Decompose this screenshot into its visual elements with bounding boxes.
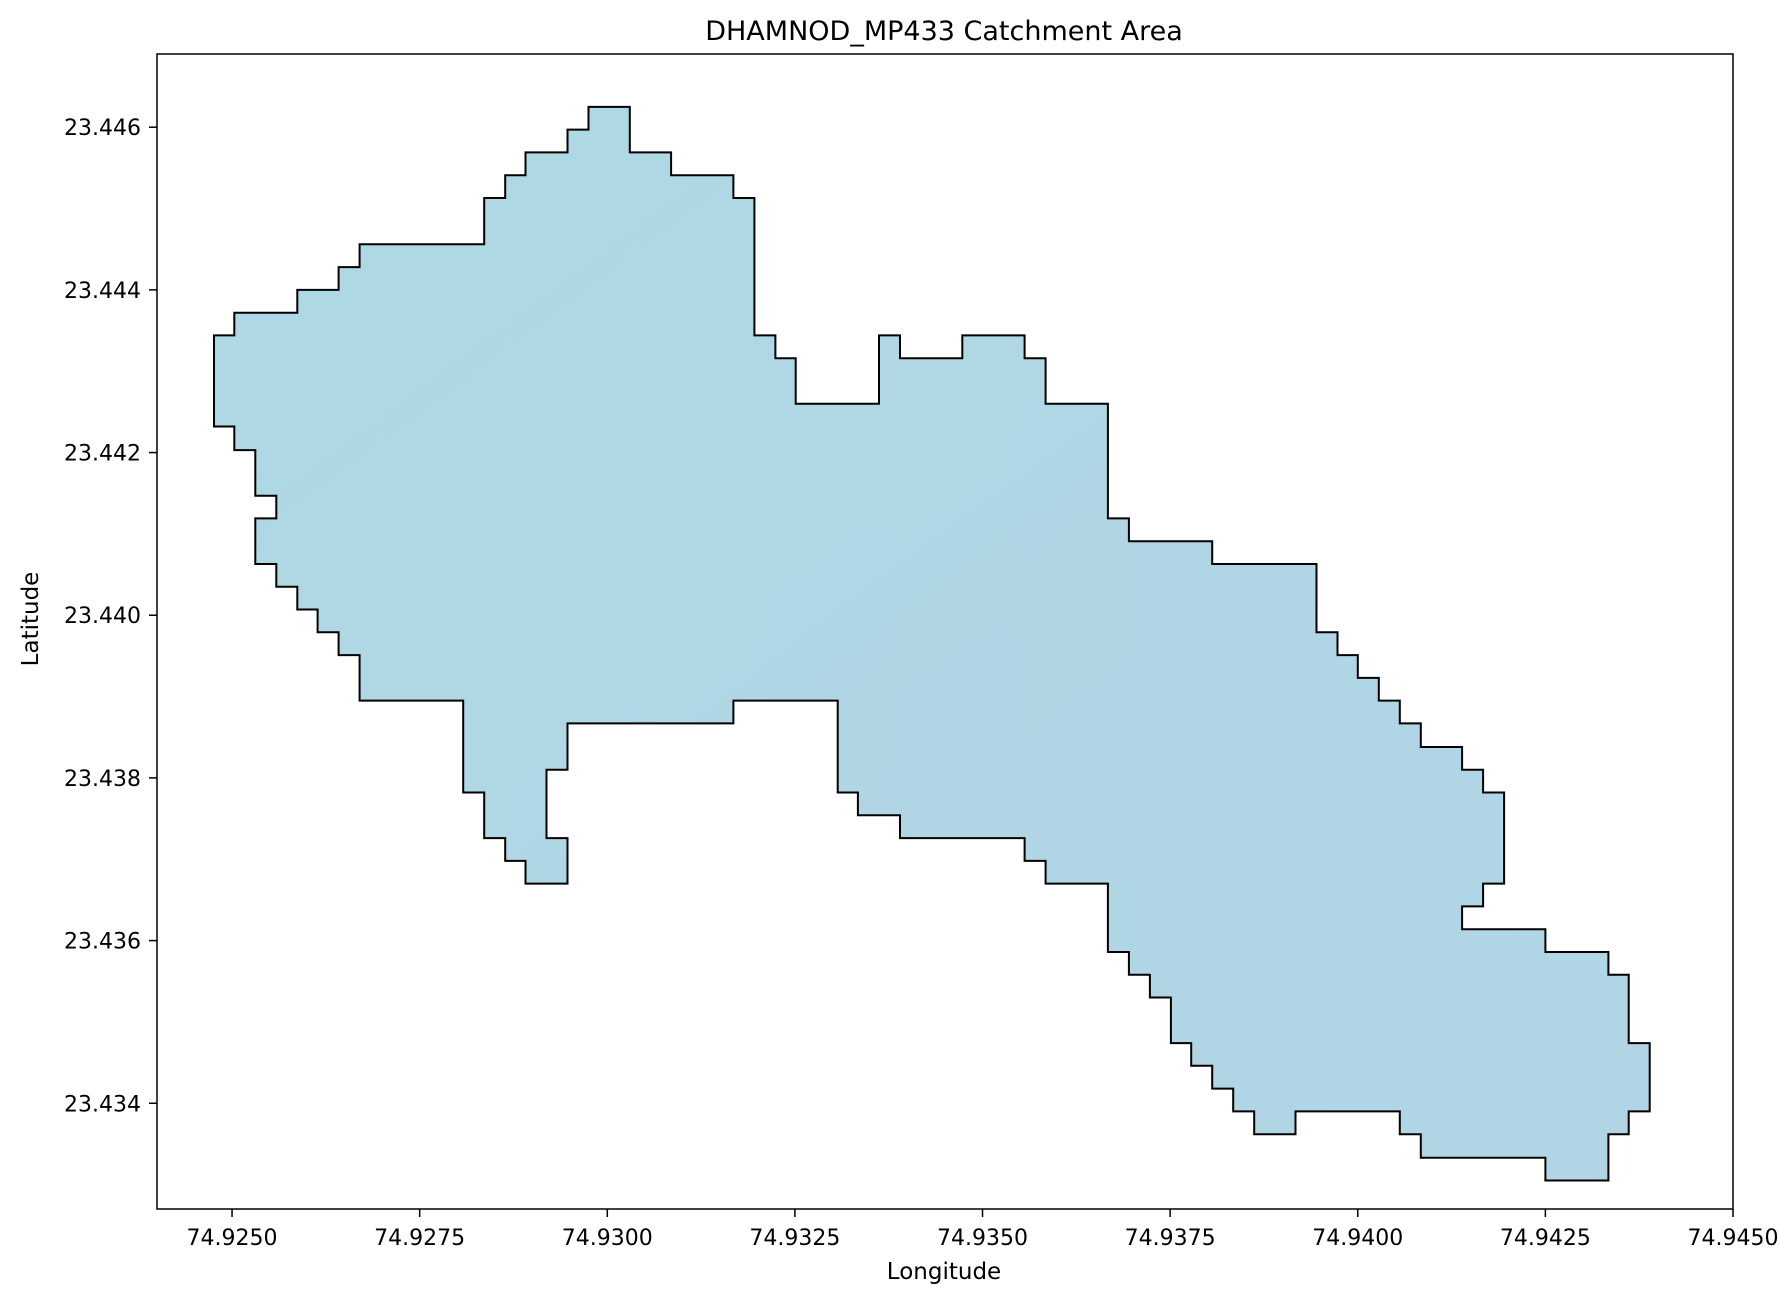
catchment-polygon bbox=[213, 105, 1651, 1182]
x-tick-label: 74.9375 bbox=[1125, 1226, 1216, 1251]
y-tick-label: 23.446 bbox=[64, 116, 141, 141]
plot-frame bbox=[156, 53, 1734, 1210]
x-tick-label: 74.9250 bbox=[187, 1226, 278, 1251]
y-tick-label: 23.442 bbox=[64, 442, 141, 467]
x-tick-label: 74.9400 bbox=[1312, 1226, 1403, 1251]
plot-area: 74.9250 74.9275 74.9300 74.9325 74.9350 74.93… bbox=[64, 53, 1779, 1251]
y-tick-label: 23.436 bbox=[64, 930, 141, 955]
x-tick-label: 74.9425 bbox=[1500, 1226, 1591, 1251]
x-tick-label: 74.9450 bbox=[1688, 1226, 1779, 1251]
x-tick-label: 74.9300 bbox=[562, 1226, 653, 1251]
y-tick-label: 23.444 bbox=[64, 279, 141, 304]
x-tick-label: 74.9275 bbox=[374, 1226, 465, 1251]
y-tick-label: 23.440 bbox=[64, 604, 141, 629]
y-tick-label: 23.434 bbox=[64, 1092, 141, 1117]
y-axis-label: Latitude bbox=[18, 572, 44, 667]
y-tick-label: 23.438 bbox=[64, 767, 141, 792]
x-tick-label: 74.9350 bbox=[937, 1226, 1028, 1251]
x-axis-label: Longitude bbox=[887, 1259, 1001, 1285]
x-tick-label: 74.9325 bbox=[749, 1226, 840, 1251]
chart-title: DHAMNOD_MP433 Catchment Area bbox=[705, 16, 1183, 47]
